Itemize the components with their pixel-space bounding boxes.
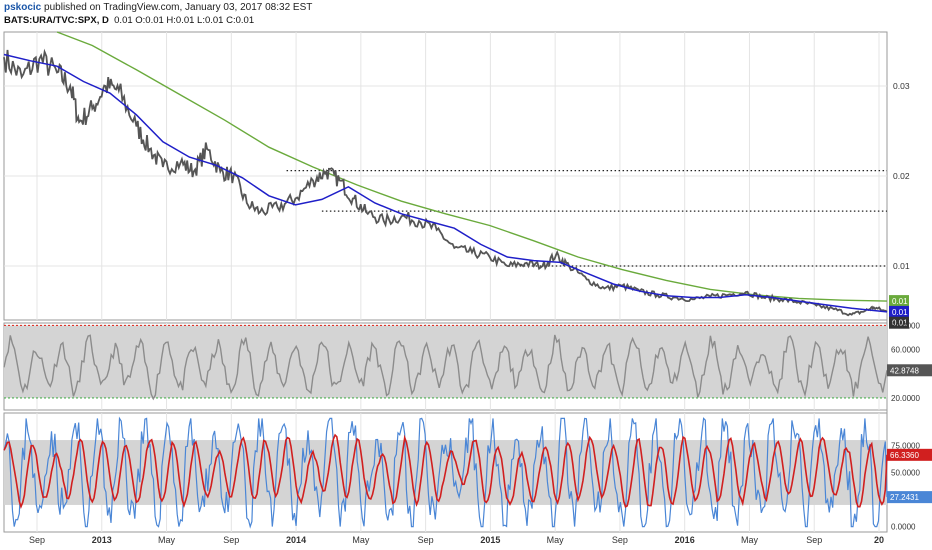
x-tick-label: May xyxy=(158,535,176,545)
slow-moving-average-line xyxy=(56,31,888,302)
last-value-label: 0.01 xyxy=(892,297,908,306)
x-tick-label: 2015 xyxy=(480,535,500,545)
x-tick-label: 2016 xyxy=(675,535,695,545)
stochastic-last-value-label: 27.2431 xyxy=(890,493,919,502)
stochastic-last-value-badge xyxy=(887,491,932,504)
rsi-last-value-badge xyxy=(887,364,932,377)
rsi-last-value-label: 42.8748 xyxy=(890,366,919,375)
author-name[interactable]: pskocic xyxy=(4,2,42,13)
y-tick-label: 0.03 xyxy=(893,81,910,91)
stochastic-last-value-badge xyxy=(887,448,932,461)
y-tick-label: 0.02 xyxy=(893,171,910,181)
x-tick-label: Sep xyxy=(806,535,822,545)
x-tick-label: Sep xyxy=(612,535,628,545)
stochastic-last-value-label: 66.3360 xyxy=(890,451,919,460)
x-tick-label: May xyxy=(741,535,759,545)
stochastic-tick-label: 75.0000 xyxy=(891,441,920,450)
symbol-label: BATS:URA/TVC:SPX, D xyxy=(4,15,109,26)
stochastic-d-line xyxy=(3,433,888,509)
ohlc-values: 0.01 O:0.01 H:0.01 L:0.01 C:0.01 xyxy=(114,15,255,26)
stochastic-tick-label: 0.0000 xyxy=(891,523,916,532)
x-tick-label: May xyxy=(352,535,370,545)
stochastic-tick-label: 50.0000 xyxy=(891,469,920,478)
x-tick-label: Sep xyxy=(29,535,45,545)
last-value-label: 0.01 xyxy=(892,319,908,328)
chart-header: pskocic published on TradingView.com, Ja… xyxy=(0,0,932,30)
last-value-badge xyxy=(889,305,909,318)
last-value-badge xyxy=(889,295,909,308)
rsi-tick-label: 80.0000 xyxy=(891,321,920,330)
publish-text: published on TradingView.com, January 03… xyxy=(44,2,313,13)
symbol-line: BATS:URA/TVC:SPX, D 0.01 O:0.01 H:0.01 L… xyxy=(4,15,254,26)
rsi-line xyxy=(3,334,888,401)
last-value-label: 0.01 xyxy=(892,308,908,317)
x-tick-label: 20 xyxy=(874,535,884,545)
x-tick-label: Sep xyxy=(223,535,239,545)
publish-line: pskocic published on TradingView.com, Ja… xyxy=(4,2,312,13)
fast-moving-average-line xyxy=(3,53,888,313)
rsi-tick-label: 60.0000 xyxy=(891,346,920,355)
x-tick-label: 2013 xyxy=(92,535,112,545)
stochastic-k-line xyxy=(3,416,888,529)
price-line xyxy=(3,48,888,317)
last-value-badge xyxy=(889,316,909,329)
rsi-tick-label: 20.0000 xyxy=(891,394,920,403)
y-tick-label: 0.01 xyxy=(893,261,910,271)
x-tick-label: 2014 xyxy=(286,535,306,545)
x-tick-label: Sep xyxy=(418,535,434,545)
x-tick-label: May xyxy=(547,535,565,545)
